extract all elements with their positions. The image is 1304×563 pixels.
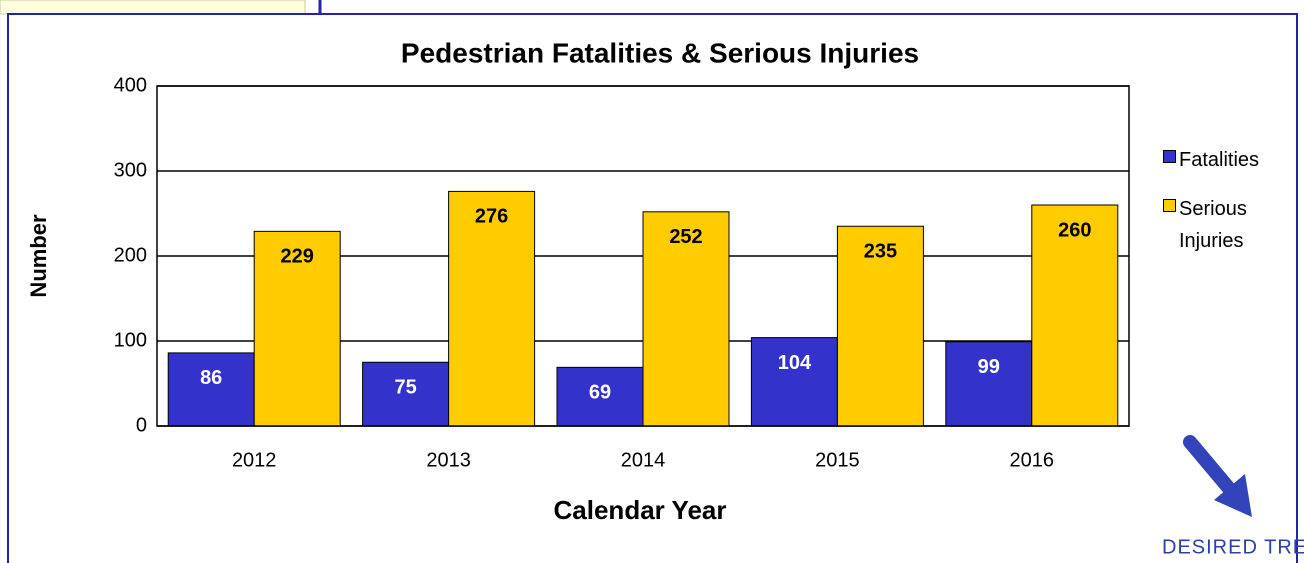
legend-swatch: [1163, 199, 1176, 212]
data-label: 69: [589, 382, 611, 404]
header-box: [0, 0, 306, 15]
plot-border: [156, 85, 1130, 427]
chart-title: Pedestrian Fatalities & Serious Injuries: [401, 37, 919, 68]
legend-item: Serious Injuries: [1163, 193, 1279, 257]
y-tick-label: 100: [114, 329, 147, 351]
bar: [1031, 204, 1119, 427]
y-axis-title: Number: [26, 214, 51, 298]
data-label: 260: [1058, 219, 1091, 241]
legend-item: Fatalities: [1163, 144, 1279, 176]
trend-label: DESIRED TREND: [1162, 536, 1304, 558]
trend-arrow: [1183, 435, 1252, 517]
data-label: 276: [475, 206, 508, 228]
legend-label: Fatalities: [1179, 149, 1260, 171]
data-label: 229: [281, 246, 314, 268]
bar: [836, 225, 924, 427]
data-label: 99: [978, 356, 1000, 378]
x-tick-label: 2012: [232, 449, 277, 471]
y-tick-label: 0: [136, 414, 147, 436]
data-label: 86: [200, 367, 222, 389]
x-tick-label: 2014: [621, 449, 666, 471]
data-label: 104: [778, 352, 812, 374]
bar: [642, 211, 730, 427]
bar: [167, 352, 255, 427]
data-label: 75: [394, 377, 416, 399]
x-axis-title: Calendar Year: [554, 495, 727, 525]
bar: [945, 341, 1033, 427]
bar: [750, 337, 838, 427]
x-tick-label: 2015: [815, 449, 860, 471]
legend-label: Serious Injuries: [1179, 198, 1247, 252]
bar: [448, 190, 536, 427]
x-tick-label: 2013: [426, 449, 471, 471]
y-tick-label: 400: [114, 74, 147, 96]
y-tick-label: 300: [114, 159, 147, 181]
frame: [7, 13, 1298, 563]
bar: [362, 361, 450, 427]
bar: [253, 230, 341, 427]
x-tick-label: 2016: [1010, 449, 1055, 471]
data-label: 235: [864, 241, 897, 263]
data-label: 252: [669, 226, 702, 248]
legend-swatch: [1163, 150, 1176, 163]
y-tick-label: 200: [114, 244, 147, 266]
